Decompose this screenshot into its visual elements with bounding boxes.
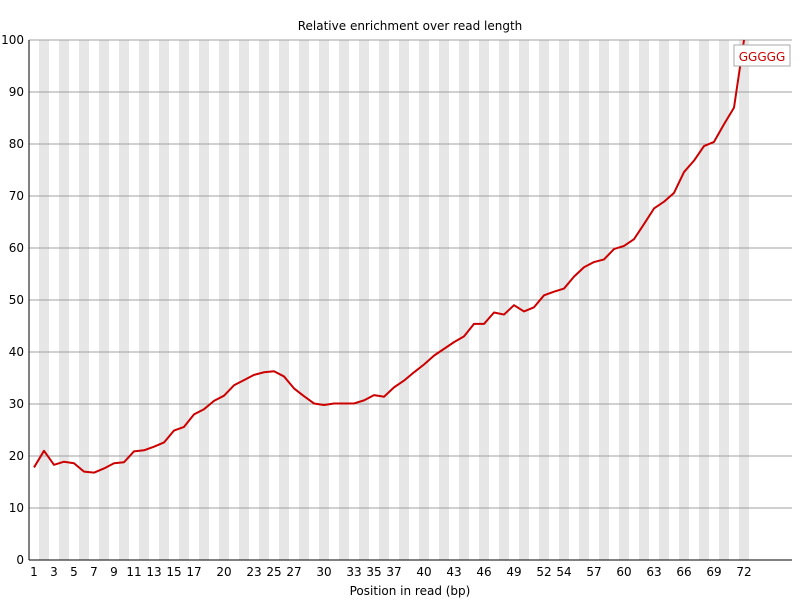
series-lines [33, 39, 745, 474]
x-tick-label: 40 [416, 565, 431, 579]
x-tick-label: 49 [506, 565, 521, 579]
x-tick-label: 43 [446, 565, 461, 579]
y-tick-label: 30 [9, 397, 24, 411]
x-tick-label: 20 [216, 565, 231, 579]
x-tick-label: 30 [316, 565, 331, 579]
x-tick-label: 13 [146, 565, 161, 579]
legend-box [733, 44, 791, 67]
y-tick-label: 80 [9, 137, 24, 151]
horizontal-gridlines [29, 39, 792, 509]
x-tick-label: 11 [126, 565, 141, 579]
x-tick-labels: 1 3 5 7 9 11 13 15 17 20 23 25 27 30 33 35 37 40 43 46 49 52 5… [30, 565, 751, 579]
series-line [33, 39, 745, 474]
y-tick-label: 90 [9, 85, 24, 99]
x-axis-title: Position in read (bp) [350, 584, 471, 598]
x-tick-label: 33 [346, 565, 361, 579]
x-tick-label: 52 [536, 565, 551, 579]
x-tick-label: 5 [70, 565, 78, 579]
y-tick-label: 20 [9, 449, 24, 463]
y-tick-label: 60 [9, 241, 24, 255]
x-tick-label: 57 [586, 565, 601, 579]
x-tick-label: 37 [386, 565, 401, 579]
chart-title: Relative enrichment over read length [298, 19, 523, 33]
legend-series-label: GGGGG [739, 50, 786, 64]
y-tick-label: 70 [9, 189, 24, 203]
x-tick-label: 69 [706, 565, 721, 579]
x-tick-label: 17 [186, 565, 201, 579]
x-tick-label: 54 [556, 565, 571, 579]
x-tick-label: 63 [646, 565, 661, 579]
x-tick-label: 25 [266, 565, 281, 579]
y-tick-label: 100 [1, 33, 24, 47]
x-tick-label: 35 [366, 565, 381, 579]
y-tick-label: 10 [9, 501, 24, 515]
x-tick-label: 15 [166, 565, 181, 579]
y-tick-label: 0 [16, 553, 24, 567]
x-tick-label: 60 [616, 565, 631, 579]
x-tick-label: 72 [736, 565, 751, 579]
x-tick-label: 7 [90, 565, 98, 579]
x-tick-label: 9 [110, 565, 118, 579]
x-tick-label: 46 [476, 565, 491, 579]
y-tick-labels: 0 10 20 30 40 50 60 70 80 90 100 [1, 33, 24, 567]
legend: GGGGG [733, 44, 791, 67]
y-tick-label: 40 [9, 345, 24, 359]
x-tick-label: 23 [246, 565, 261, 579]
y-tick-label: 50 [9, 293, 24, 307]
x-tick-label: 1 [30, 565, 38, 579]
x-tick-label: 27 [286, 565, 301, 579]
x-tick-label: 66 [676, 565, 691, 579]
x-tick-label: 3 [50, 565, 58, 579]
